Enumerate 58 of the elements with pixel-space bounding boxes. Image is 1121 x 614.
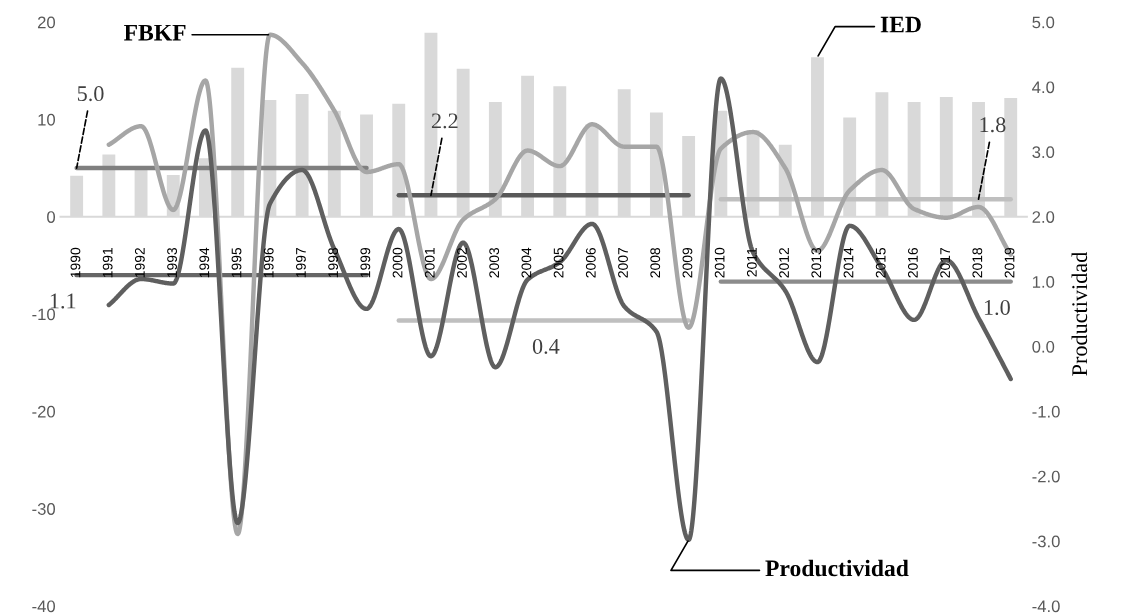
y-tick-label: -30 bbox=[32, 503, 56, 515]
x-tick-label: 2004 bbox=[521, 247, 532, 278]
y2-tick-label: 1.0 bbox=[1032, 276, 1055, 288]
x-tick-label: 1998 bbox=[328, 247, 339, 278]
annotation: IED bbox=[880, 16, 921, 33]
data-label: 1.0 bbox=[984, 299, 1010, 316]
y-tick-label: -40 bbox=[32, 600, 56, 613]
x-tick-label: 2006 bbox=[585, 247, 596, 278]
x-tick-label: 2016 bbox=[907, 247, 918, 278]
x-tick-label: 2012 bbox=[779, 247, 789, 278]
y2-tick-label: -4.0 bbox=[1032, 600, 1060, 613]
x-tick-label: 2010 bbox=[714, 247, 725, 278]
y2-axis-title: Productividad bbox=[1071, 251, 1088, 376]
y2-tick-label: -2.0 bbox=[1032, 470, 1060, 483]
y-tick-label: 0 bbox=[47, 211, 56, 223]
x-tick-label: 2013 bbox=[811, 247, 822, 278]
y-tick-label: -20 bbox=[32, 405, 56, 418]
x-tick-label: 1991 bbox=[102, 247, 113, 278]
bar bbox=[939, 97, 953, 217]
data-label: 1.8 bbox=[980, 117, 1006, 133]
y-tick-label: -10 bbox=[32, 308, 56, 321]
x-tick-label: 2017 bbox=[940, 247, 951, 278]
x-tick-label: 1999 bbox=[360, 247, 371, 278]
data-label: 0.4 bbox=[532, 338, 560, 354]
x-tick-label: 1997 bbox=[296, 247, 306, 278]
y2-tick-label: 0.0 bbox=[1032, 340, 1055, 353]
x-tick-label: 2019 bbox=[1004, 247, 1015, 278]
x-tick-label: 1994 bbox=[199, 247, 210, 278]
x-tick-label: 2007 bbox=[618, 247, 628, 278]
x-tick-label: 2002 bbox=[457, 247, 467, 278]
y2-tick-label: 2.0 bbox=[1032, 211, 1055, 223]
x-tick-label: 2003 bbox=[489, 247, 500, 278]
x-tick-label: 2009 bbox=[682, 247, 693, 278]
x-tick-label: 2000 bbox=[392, 247, 403, 278]
y2-tick-label: -3.0 bbox=[1032, 535, 1060, 548]
x-tick-label: 1996 bbox=[263, 247, 274, 278]
data-label: 5.0 bbox=[77, 86, 104, 102]
annotation: FBKF bbox=[124, 24, 186, 41]
x-tick-label: 2015 bbox=[875, 247, 886, 278]
x-tick-label: 2011 bbox=[746, 247, 757, 277]
x-tick-label: 2018 bbox=[972, 247, 983, 278]
data-label: 1.1 bbox=[50, 293, 76, 309]
y2-tick-label: 3.0 bbox=[1032, 146, 1055, 159]
data-label: 2.2 bbox=[431, 113, 458, 129]
y-tick-label: 10 bbox=[38, 113, 56, 126]
x-tick-label: 2008 bbox=[650, 247, 661, 278]
y2-tick-label: 5.0 bbox=[1032, 16, 1055, 29]
y-tick-label: 20 bbox=[37, 16, 56, 29]
y2-tick-label: 4.0 bbox=[1032, 81, 1055, 94]
x-tick-label: 2005 bbox=[553, 247, 564, 278]
x-tick-label: 1992 bbox=[134, 247, 145, 278]
x-tick-label: 1995 bbox=[231, 247, 242, 278]
x-tick-label: 1993 bbox=[167, 247, 177, 278]
x-tick-label: 2001 bbox=[424, 247, 435, 278]
y2-tick-label: -1.0 bbox=[1032, 405, 1060, 418]
annotation: Productividad bbox=[765, 559, 909, 577]
x-tick-label: 2014 bbox=[843, 247, 854, 278]
x-tick-label: 1990 bbox=[70, 247, 81, 278]
